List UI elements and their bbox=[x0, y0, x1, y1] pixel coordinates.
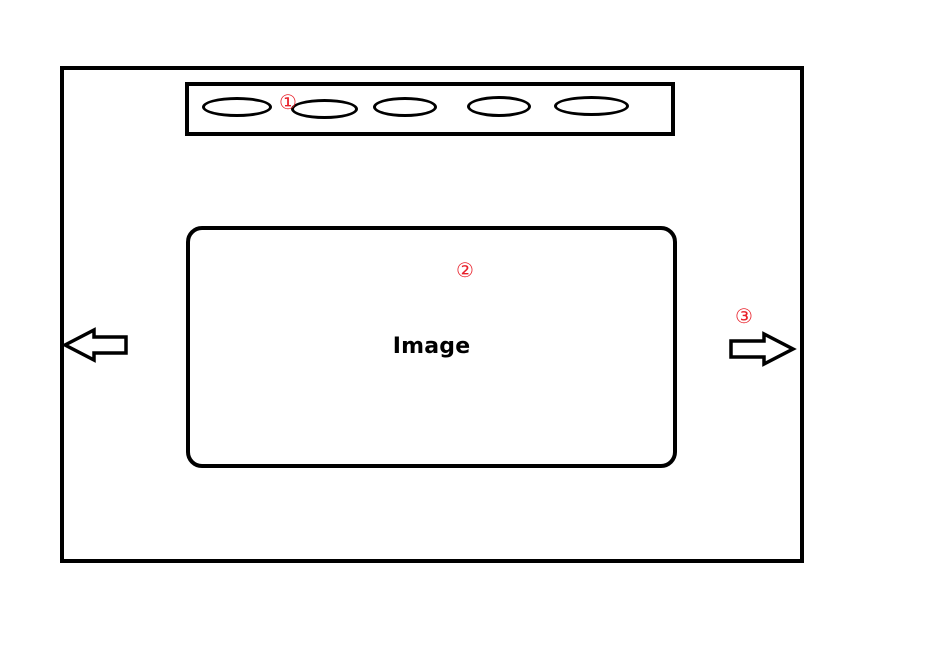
tab-3[interactable] bbox=[373, 97, 437, 117]
tabs-marker: ① bbox=[279, 90, 297, 114]
tab-4[interactable] bbox=[467, 96, 531, 117]
right-arrow-icon[interactable] bbox=[728, 330, 798, 368]
next-marker: ③ bbox=[735, 304, 753, 328]
image-area: Image bbox=[186, 226, 677, 468]
tab-5[interactable] bbox=[554, 96, 629, 116]
left-arrow-icon[interactable] bbox=[62, 326, 130, 364]
outer-frame bbox=[60, 66, 804, 563]
image-marker: ② bbox=[456, 258, 474, 282]
image-label: Image bbox=[392, 334, 471, 359]
tab-strip bbox=[185, 82, 675, 136]
tab-2[interactable] bbox=[291, 99, 358, 119]
tab-1[interactable] bbox=[202, 97, 272, 117]
